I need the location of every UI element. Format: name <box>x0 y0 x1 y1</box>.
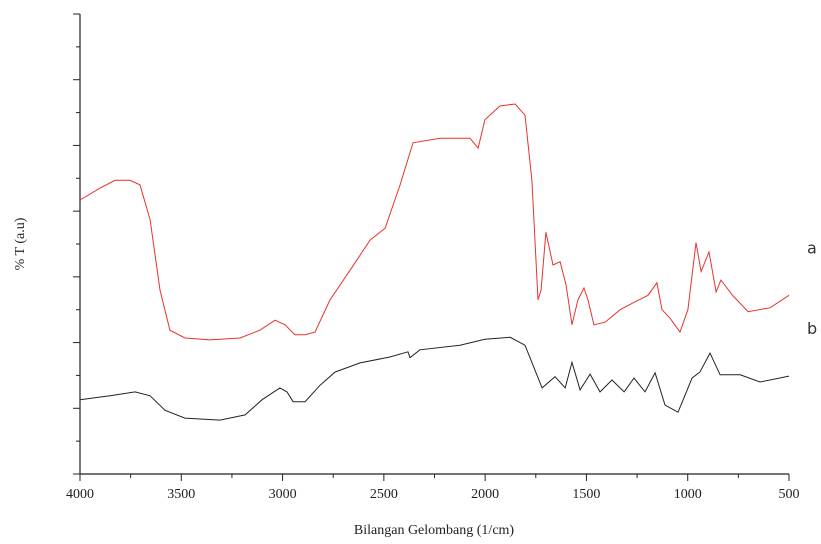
x-tick-label: 2500 <box>370 487 398 502</box>
x-tick-label: 4000 <box>66 487 94 502</box>
x-tick-label: 2000 <box>471 487 499 502</box>
spectrum-line <box>79 103 790 341</box>
x-tick-label: 1000 <box>674 487 702 502</box>
series-label: a <box>807 238 817 257</box>
spectrum-line <box>79 336 790 421</box>
x-tick-label: 3000 <box>269 487 297 502</box>
x-tick-label: 1500 <box>572 487 600 502</box>
series-label: b <box>807 319 817 338</box>
x-axis-title: Bilangan Gelombang (1/cm) <box>354 523 515 538</box>
y-axis-title: % T (a.u) <box>13 217 28 270</box>
x-tick-label: 500 <box>779 487 800 502</box>
x-tick-label: 3500 <box>167 487 195 502</box>
